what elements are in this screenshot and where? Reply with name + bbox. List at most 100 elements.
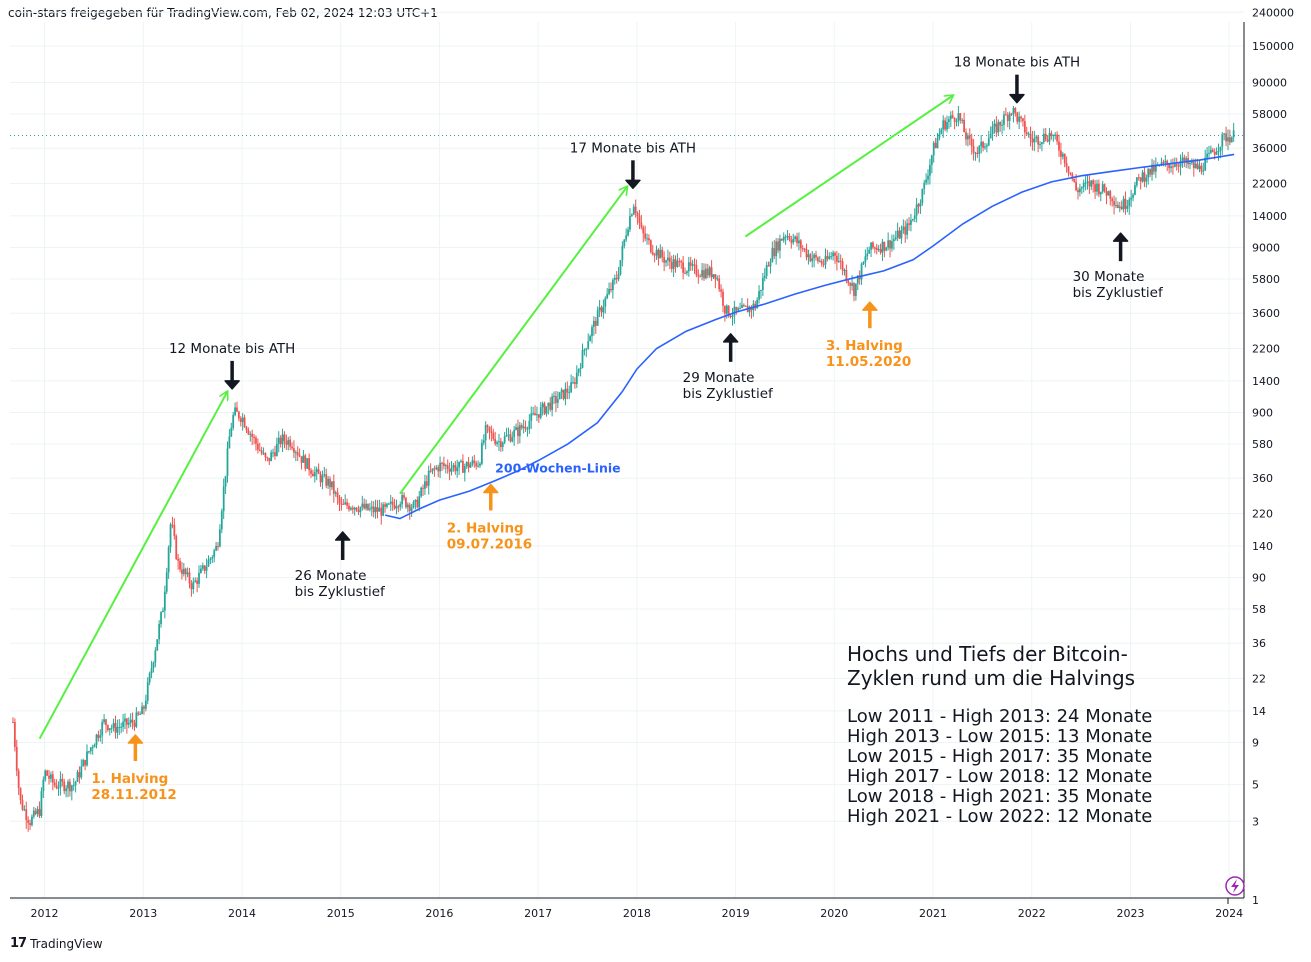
candle-body	[118, 726, 121, 728]
candle-body	[139, 714, 142, 716]
candle-body	[1105, 191, 1108, 196]
halving-arrow-icon	[127, 734, 144, 744]
candle-body	[160, 612, 162, 625]
candle-body	[308, 458, 311, 471]
candle-body	[661, 249, 664, 258]
candle-body	[543, 403, 546, 414]
candle-body	[898, 230, 901, 239]
candle-body	[74, 781, 77, 786]
candle-body	[84, 759, 87, 766]
candle-body	[228, 436, 231, 449]
candle-body	[970, 138, 973, 147]
candle-body	[507, 434, 510, 436]
candle-body	[44, 770, 47, 780]
ath-label: 18 Monate bis ATH	[954, 55, 1080, 71]
candle-body	[708, 267, 711, 276]
candle-body	[809, 254, 812, 262]
candle-body	[165, 572, 168, 592]
candle-body	[1023, 121, 1026, 133]
candle-body	[321, 475, 324, 483]
candle-body	[930, 155, 933, 165]
candle-body	[716, 278, 719, 280]
candle-body	[1029, 133, 1032, 139]
candle-body	[541, 403, 544, 408]
candle-body	[1168, 164, 1171, 169]
candle-body	[839, 260, 842, 262]
candle-body	[725, 305, 728, 314]
candle-body	[127, 722, 130, 725]
candle-body	[137, 712, 140, 715]
candle-body	[294, 452, 297, 454]
candle-body	[1080, 187, 1083, 189]
y-tick-label: 900	[1252, 407, 1273, 420]
candle-body	[587, 341, 590, 349]
candle-body	[492, 433, 495, 439]
candle-body	[636, 213, 639, 217]
candle-body	[144, 700, 147, 709]
candle-body	[23, 809, 26, 811]
candle-body	[101, 722, 104, 736]
candle-body	[146, 682, 149, 701]
candle-body	[1052, 135, 1055, 137]
candle-body	[260, 450, 263, 454]
candle-body	[629, 215, 631, 230]
candle-body	[141, 706, 143, 715]
candle-body	[625, 235, 628, 240]
candle-body	[488, 426, 491, 432]
candle-body	[733, 306, 736, 316]
candle-body	[822, 263, 825, 265]
candle-body	[524, 426, 527, 429]
candle-body	[936, 138, 939, 149]
candle-body	[262, 453, 265, 455]
candle-body	[471, 460, 474, 465]
candle-body	[670, 261, 673, 269]
candle-body	[122, 721, 124, 727]
candle-body	[1061, 153, 1064, 157]
candle-body	[463, 466, 466, 473]
candle-body	[594, 320, 597, 326]
candle-body	[247, 430, 250, 435]
candle-body	[108, 728, 111, 731]
candle-body	[135, 712, 138, 727]
candle-body	[817, 257, 819, 262]
candle-body	[585, 348, 588, 350]
candle-body	[849, 283, 852, 286]
candle-body	[959, 113, 962, 121]
candle-body	[181, 569, 183, 575]
candle-body	[365, 503, 367, 509]
candle-body	[245, 427, 248, 431]
candle-body	[21, 800, 24, 810]
candle-body	[17, 770, 20, 788]
y-tick-label: 1	[1252, 894, 1259, 907]
flash-icon[interactable]	[1225, 876, 1245, 896]
candle-body	[798, 240, 800, 244]
candle-body	[256, 443, 259, 450]
candle-body	[845, 269, 848, 281]
candle-body	[65, 788, 68, 792]
candle-body	[255, 437, 257, 444]
trend-arrow-line	[38, 392, 228, 740]
candle-body	[218, 529, 221, 547]
candle-body	[887, 240, 890, 248]
candle-body	[642, 227, 645, 234]
candle-body	[744, 305, 747, 307]
candle-body	[387, 503, 390, 505]
candle-body	[177, 558, 180, 561]
candle-body	[813, 254, 816, 259]
info-box-line: High 2021 - Low 2022: 12 Monate	[847, 806, 1152, 827]
candle-body	[790, 239, 793, 243]
candle-body	[372, 506, 375, 513]
candle-body	[106, 725, 109, 731]
candle-body	[896, 230, 899, 238]
candle-body	[801, 248, 804, 250]
candle-body	[722, 291, 724, 306]
candle-body	[1137, 177, 1140, 179]
candle-body	[604, 298, 607, 307]
candle-body	[460, 460, 462, 462]
candle-body	[131, 719, 134, 723]
candle-body	[1228, 137, 1231, 143]
candle-body	[405, 497, 407, 508]
candle-body	[570, 382, 573, 393]
